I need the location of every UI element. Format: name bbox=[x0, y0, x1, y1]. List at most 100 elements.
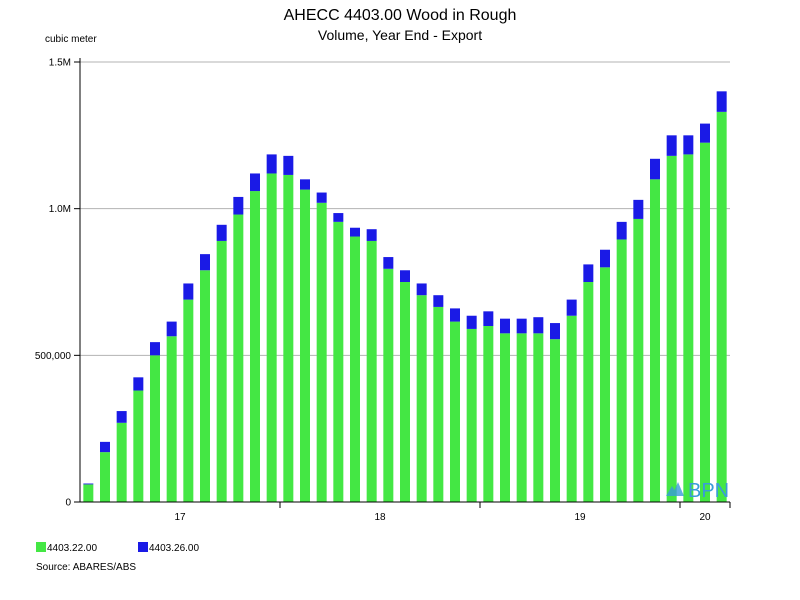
chart-title: AHECC 4403.00 Wood in Rough bbox=[284, 7, 517, 24]
y-axis-unit-label: cubic meter bbox=[45, 34, 97, 45]
y-tick-label-2: 1.0M bbox=[49, 204, 71, 215]
bar-a-13 bbox=[283, 174, 294, 502]
legend-label-1: 4403.22.00 bbox=[47, 543, 97, 554]
bar-a-1 bbox=[83, 484, 94, 502]
bar-b-18 bbox=[366, 229, 377, 241]
bar-b-34 bbox=[633, 199, 644, 219]
bar-b-19 bbox=[383, 257, 394, 269]
bar-b-6 bbox=[166, 321, 177, 337]
bar-b-31 bbox=[583, 264, 594, 282]
bar-a-33 bbox=[616, 239, 627, 502]
bar-b-17 bbox=[350, 227, 360, 237]
bar-a-23 bbox=[450, 321, 460, 502]
bar-b-2 bbox=[100, 441, 110, 453]
bar-a-37 bbox=[683, 154, 694, 502]
bar-b-36 bbox=[666, 135, 677, 156]
bar-b-16 bbox=[333, 213, 344, 222]
x-tick-label-0: 17 bbox=[174, 512, 186, 523]
x-ticks: 17 18 19 20 bbox=[174, 502, 731, 523]
bar-a-38 bbox=[700, 142, 710, 502]
bar-b-21 bbox=[416, 283, 427, 296]
bar-a-36 bbox=[666, 155, 677, 502]
bar-a-9 bbox=[216, 240, 227, 502]
bar-b-1 bbox=[83, 483, 94, 485]
bar-a-29 bbox=[550, 339, 560, 502]
bar-a-39 bbox=[716, 111, 727, 502]
bar-a-2 bbox=[100, 452, 110, 502]
bar-b-7 bbox=[183, 283, 194, 300]
bar-a-18 bbox=[366, 240, 377, 502]
source-label: Source: ABARES/ABS bbox=[36, 562, 136, 573]
bar-b-3 bbox=[116, 411, 127, 423]
bar-b-25 bbox=[483, 311, 494, 326]
bar-a-17 bbox=[350, 236, 360, 503]
legend: 4403.22.00 4403.26.00 bbox=[36, 542, 199, 554]
bar-b-9 bbox=[216, 224, 227, 241]
bar-b-12 bbox=[266, 154, 277, 174]
bar-a-11 bbox=[250, 191, 260, 503]
bar-b-13 bbox=[283, 155, 294, 175]
bar-a-5 bbox=[150, 355, 160, 502]
bar-b-27 bbox=[516, 318, 527, 334]
bar-a-4 bbox=[133, 390, 144, 502]
bar-a-26 bbox=[500, 333, 510, 502]
bar-a-32 bbox=[600, 267, 610, 502]
bar-a-35 bbox=[650, 179, 660, 503]
bar-a-25 bbox=[483, 326, 494, 502]
bar-b-29 bbox=[550, 323, 560, 340]
logo-text: BPN bbox=[688, 480, 729, 502]
y-ticks: 0 500,000 1.0M 1.5M bbox=[35, 58, 80, 509]
bar-a-10 bbox=[233, 214, 244, 503]
bar-a-8 bbox=[200, 270, 210, 502]
legend-item-1: 4403.22.00 bbox=[36, 542, 97, 554]
bar-a-24 bbox=[466, 328, 477, 502]
bar-a-12 bbox=[266, 173, 277, 502]
bar-b-38 bbox=[700, 123, 710, 143]
bar-b-37 bbox=[683, 135, 694, 155]
bar-a-22 bbox=[433, 306, 444, 502]
bpn-logo: BPN bbox=[666, 480, 729, 502]
bar-b-23 bbox=[450, 308, 460, 322]
bar-a-14 bbox=[300, 189, 310, 502]
bar-a-21 bbox=[416, 295, 427, 502]
bar-b-22 bbox=[433, 295, 444, 307]
bar-a-20 bbox=[400, 282, 410, 502]
bar-a-31 bbox=[583, 282, 594, 502]
bar-b-4 bbox=[133, 377, 144, 391]
bar-b-15 bbox=[316, 192, 327, 203]
bar-b-33 bbox=[616, 221, 627, 240]
legend-label-2: 4403.26.00 bbox=[149, 543, 199, 554]
bar-b-32 bbox=[600, 249, 610, 268]
chart-subtitle: Volume, Year End - Export bbox=[318, 27, 482, 43]
bar-b-5 bbox=[150, 342, 160, 356]
bar-a-30 bbox=[566, 315, 577, 502]
bar-a-6 bbox=[166, 336, 177, 502]
bar-b-14 bbox=[300, 179, 310, 190]
x-tick-label-1: 18 bbox=[374, 512, 386, 523]
bars bbox=[83, 91, 727, 503]
bar-b-39 bbox=[716, 91, 727, 112]
legend-swatch-1 bbox=[36, 542, 46, 552]
bar-a-16 bbox=[333, 221, 344, 502]
tree-icon bbox=[666, 482, 684, 496]
axes bbox=[79, 58, 730, 503]
bar-b-28 bbox=[533, 317, 544, 334]
legend-item-2: 4403.26.00 bbox=[138, 542, 199, 554]
legend-swatch-2 bbox=[138, 542, 148, 552]
y-tick-label-1: 500,000 bbox=[35, 351, 72, 362]
bar-b-8 bbox=[200, 254, 210, 271]
bar-a-15 bbox=[316, 202, 327, 503]
bar-b-30 bbox=[566, 299, 577, 316]
bar-a-27 bbox=[516, 333, 527, 502]
bar-a-19 bbox=[383, 268, 394, 502]
bar-b-10 bbox=[233, 196, 244, 215]
x-tick-label-2: 19 bbox=[574, 512, 586, 523]
bar-a-34 bbox=[633, 218, 644, 502]
y-tick-label-0: 0 bbox=[65, 498, 71, 509]
bar-b-11 bbox=[250, 173, 260, 192]
bar-a-7 bbox=[183, 299, 194, 502]
x-tick-label-3: 20 bbox=[699, 512, 711, 523]
bar-b-20 bbox=[400, 270, 410, 282]
bar-b-26 bbox=[500, 318, 510, 334]
